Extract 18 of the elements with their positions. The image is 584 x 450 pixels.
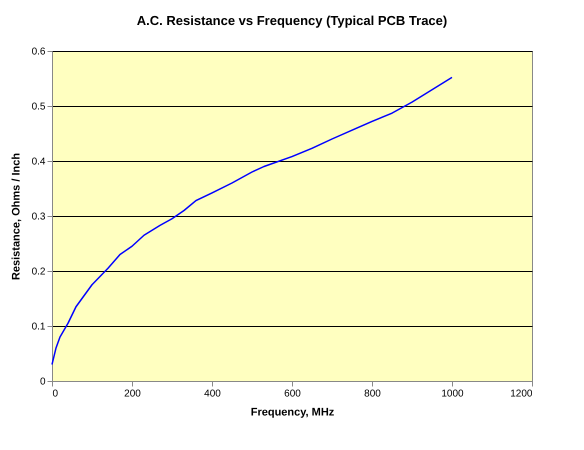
y-tick-label: 0.5 (32, 102, 46, 112)
y-axis-title: Resistance, Ohms / Inch (10, 152, 23, 280)
chart-title: A.C. Resistance vs Frequency (Typical PCB Trace) (136, 13, 448, 28)
x-axis-title: Frequency, MHz (250, 406, 335, 418)
line-series (51, 76, 453, 366)
x-tick-label: 0 (52, 388, 58, 400)
x-tick-label: 600 (284, 388, 302, 400)
y-tick-label: 0.3 (32, 212, 46, 222)
x-tick-label: 1200 (510, 388, 533, 400)
x-tick-label: 800 (364, 388, 382, 400)
y-tick-label: 0 (40, 376, 46, 388)
y-tick-label: 0.1 (32, 322, 46, 332)
y-tick-label: 0.4 (32, 156, 46, 168)
y-tick-label: 0.2 (32, 266, 46, 278)
x-tick-label: 200 (124, 388, 142, 400)
x-tick-label: 400 (204, 388, 222, 400)
x-tick-label: 1000 (441, 388, 464, 400)
y-tick-label: 0.6 (32, 46, 46, 58)
